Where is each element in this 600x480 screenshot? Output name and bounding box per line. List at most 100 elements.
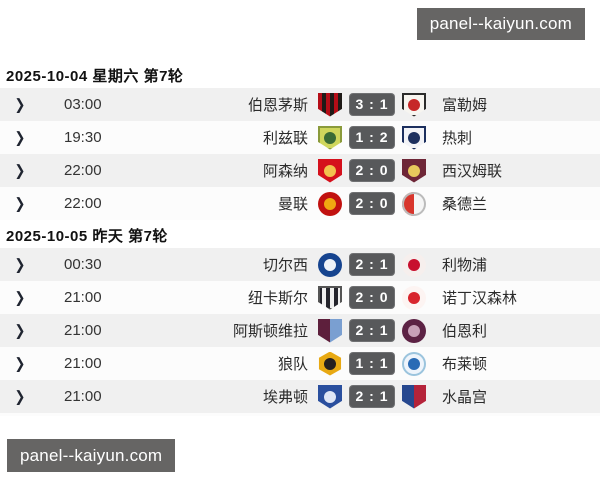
score-cell: 2 : 1 — [348, 253, 396, 276]
chevron-right-icon[interactable]: ❯ — [14, 255, 26, 273]
score-cell: 2 : 0 — [348, 192, 396, 215]
home-logo-cell — [312, 158, 348, 183]
crystal-palace-logo — [402, 384, 426, 409]
match-time: 19:30 — [64, 129, 102, 146]
score-cell: 2 : 0 — [348, 286, 396, 309]
leeds-logo — [318, 125, 342, 150]
match-list: 2025-10-04 星期六 第7轮 ❯ 03:00 伯恩茅斯 3 : 1 富勒姆 ❯ 19:… — [0, 60, 600, 416]
away-logo-cell — [396, 384, 432, 409]
score-badge: 2 : 0 — [349, 286, 395, 309]
match-row[interactable]: ❯ 21:00 狼队 1 : 1 布莱顿 — [0, 347, 600, 380]
match-row[interactable]: ❯ 22:00 曼联 2 : 0 桑德兰 — [0, 187, 600, 220]
chevron-right-icon[interactable]: ❯ — [14, 387, 26, 405]
home-team-name: 曼联 — [277, 196, 308, 213]
home-logo-cell — [312, 318, 348, 343]
away-logo-cell — [396, 92, 432, 117]
burnley-logo — [402, 318, 426, 343]
score-cell: 1 : 1 — [348, 352, 396, 375]
match-time: 21:00 — [64, 322, 102, 339]
away-team-name: 富勒姆 — [442, 97, 488, 114]
wolves-logo — [318, 351, 342, 376]
score-badge: 2 : 1 — [349, 319, 395, 342]
away-team-name: 桑德兰 — [442, 196, 488, 213]
score-cell: 3 : 1 — [348, 93, 396, 116]
home-team-name: 伯恩茅斯 — [247, 97, 308, 114]
score-cell: 2 : 1 — [348, 319, 396, 342]
nottingham-forest-logo — [402, 285, 426, 310]
match-time: 00:30 — [64, 256, 102, 273]
away-logo-cell — [396, 191, 432, 216]
home-team-name: 阿斯顿维拉 — [232, 323, 308, 340]
section-header: 2025-10-04 星期六 第7轮 — [0, 60, 600, 88]
home-team-name: 埃弗顿 — [262, 389, 308, 406]
chevron-right-icon[interactable]: ❯ — [14, 354, 26, 372]
home-logo-cell — [312, 384, 348, 409]
away-team-name: 布莱顿 — [442, 356, 488, 373]
match-time: 21:00 — [64, 388, 102, 405]
chevron-right-icon[interactable]: ❯ — [14, 288, 26, 306]
bournemouth-logo — [318, 92, 342, 117]
match-time: 03:00 — [64, 96, 102, 113]
brighton-logo — [402, 351, 426, 376]
away-team-name: 水晶宫 — [442, 389, 488, 406]
match-row[interactable]: ❯ 03:00 伯恩茅斯 3 : 1 富勒姆 — [0, 88, 600, 121]
away-logo-cell — [396, 318, 432, 343]
chevron-right-icon[interactable]: ❯ — [14, 194, 26, 212]
match-row[interactable]: ❯ 21:00 纽卡斯尔 2 : 0 诺丁汉森林 — [0, 281, 600, 314]
away-logo-cell — [396, 285, 432, 310]
score-cell: 2 : 1 — [348, 385, 396, 408]
chevron-right-icon[interactable]: ❯ — [14, 128, 26, 146]
score-badge: 1 : 1 — [349, 352, 395, 375]
home-team-name: 纽卡斯尔 — [247, 290, 308, 307]
away-team-name: 西汉姆联 — [442, 163, 503, 180]
match-row[interactable]: ❯ 19:30 利兹联 1 : 2 热刺 — [0, 121, 600, 154]
score-badge: 1 : 2 — [349, 126, 395, 149]
arsenal-logo — [318, 158, 342, 183]
away-logo-cell — [396, 351, 432, 376]
west-ham-logo — [402, 158, 426, 183]
section-header: 2025-10-05 昨天 第7轮 — [0, 220, 600, 248]
home-team-name: 切尔西 — [262, 257, 308, 274]
chelsea-logo — [318, 252, 342, 277]
match-row[interactable]: ❯ 21:00 埃弗顿 2 : 1 水晶宫 — [0, 380, 600, 413]
away-logo-cell — [396, 125, 432, 150]
score-badge: 2 : 0 — [349, 192, 395, 215]
aston-villa-logo — [318, 318, 342, 343]
chevron-right-icon[interactable]: ❯ — [14, 161, 26, 179]
match-time: 21:00 — [64, 289, 102, 306]
away-team-name: 伯恩利 — [442, 323, 488, 340]
home-logo-cell — [312, 92, 348, 117]
home-logo-cell — [312, 351, 348, 376]
away-team-name: 利物浦 — [442, 257, 488, 274]
newcastle-logo — [318, 285, 342, 310]
away-logo-cell — [396, 252, 432, 277]
home-team-name: 阿森纳 — [262, 163, 308, 180]
score-badge: 3 : 1 — [349, 93, 395, 116]
watermark-bottom: panel--kaiyun.com — [7, 439, 176, 472]
chevron-right-icon[interactable]: ❯ — [14, 321, 26, 339]
home-logo-cell — [312, 252, 348, 277]
match-row[interactable]: ❯ 00:30 切尔西 2 : 1 利物浦 — [0, 248, 600, 281]
score-cell: 1 : 2 — [348, 126, 396, 149]
match-row-clipped[interactable] — [0, 413, 600, 416]
match-time: 21:00 — [64, 355, 102, 372]
score-badge: 2 : 1 — [349, 253, 395, 276]
match-row[interactable]: ❯ 22:00 阿森纳 2 : 0 西汉姆联 — [0, 154, 600, 187]
home-team-name: 利兹联 — [262, 130, 308, 147]
home-logo-cell — [312, 125, 348, 150]
tottenham-logo — [402, 125, 426, 150]
match-time: 22:00 — [64, 195, 102, 212]
away-team-name: 诺丁汉森林 — [442, 290, 518, 307]
away-logo-cell — [396, 158, 432, 183]
liverpool-logo — [402, 252, 426, 277]
match-row[interactable]: ❯ 21:00 阿斯顿维拉 2 : 1 伯恩利 — [0, 314, 600, 347]
home-logo-cell — [312, 285, 348, 310]
score-cell: 2 : 0 — [348, 159, 396, 182]
man-utd-logo — [318, 191, 342, 216]
chevron-right-icon[interactable]: ❯ — [14, 95, 26, 113]
everton-logo — [318, 384, 342, 409]
score-badge: 2 : 0 — [349, 159, 395, 182]
sunderland-logo — [402, 191, 426, 216]
watermark-top: panel--kaiyun.com — [416, 8, 585, 40]
home-team-name: 狼队 — [277, 356, 308, 373]
